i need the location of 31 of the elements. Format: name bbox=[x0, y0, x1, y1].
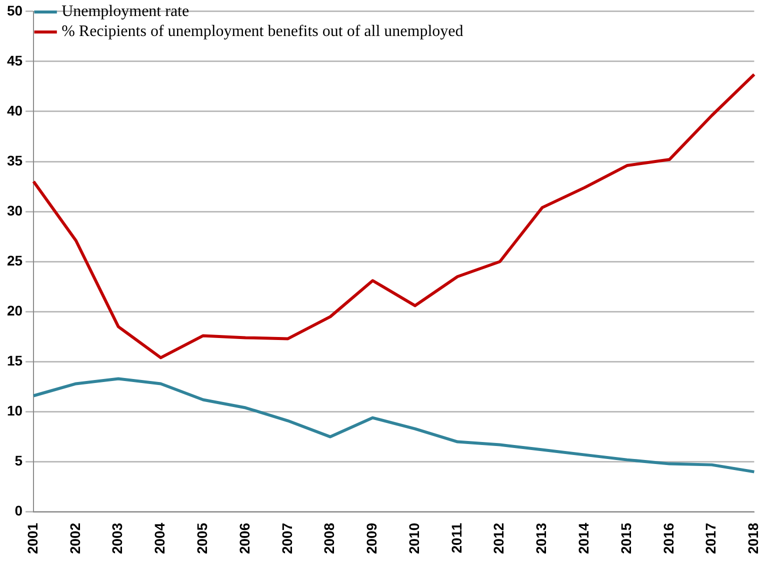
y-tick-label: 30 bbox=[6, 202, 23, 218]
x-tick-label: 2005 bbox=[194, 522, 210, 554]
x-tick-label: 2014 bbox=[576, 522, 592, 554]
y-tick-label: 0 bbox=[14, 502, 23, 519]
y-tick-label: 20 bbox=[6, 302, 23, 319]
x-tick-label: 2018 bbox=[745, 522, 762, 554]
y-tick-label: 10 bbox=[6, 402, 23, 419]
legend-label: Unemployment rate bbox=[62, 3, 190, 20]
x-tick-label: 2009 bbox=[364, 522, 380, 554]
y-tick-label: 40 bbox=[6, 102, 23, 118]
x-tick-label: 2017 bbox=[702, 522, 719, 554]
x-tick-label: 2008 bbox=[321, 522, 338, 554]
x-tick-label: 2004 bbox=[152, 522, 168, 554]
x-tick-label: 2010 bbox=[406, 522, 422, 554]
legend-label: % Recipients of unemployment benefits out of all unemployed bbox=[62, 23, 464, 40]
y-tick-label: 45 bbox=[6, 52, 23, 68]
x-tick-label: 2012 bbox=[490, 522, 507, 554]
x-tick-label: 2016 bbox=[660, 522, 676, 554]
x-tick-label: 2013 bbox=[533, 522, 550, 554]
y-tick-label: 15 bbox=[6, 352, 23, 369]
x-tick-label: 2001 bbox=[24, 522, 40, 554]
x-tick-label: 2011 bbox=[448, 522, 464, 554]
y-tick-label: 35 bbox=[6, 152, 23, 168]
x-tick-label: 2015 bbox=[618, 522, 634, 554]
x-tick-label: 2006 bbox=[236, 522, 252, 554]
y-tick-label: 5 bbox=[14, 452, 23, 469]
y-tick-label: 50 bbox=[6, 2, 23, 18]
x-tick-label: 2007 bbox=[278, 522, 295, 554]
y-tick-label: 25 bbox=[6, 252, 23, 268]
x-tick-label: 2003 bbox=[109, 522, 126, 554]
x-tick-label: 2002 bbox=[66, 522, 83, 554]
